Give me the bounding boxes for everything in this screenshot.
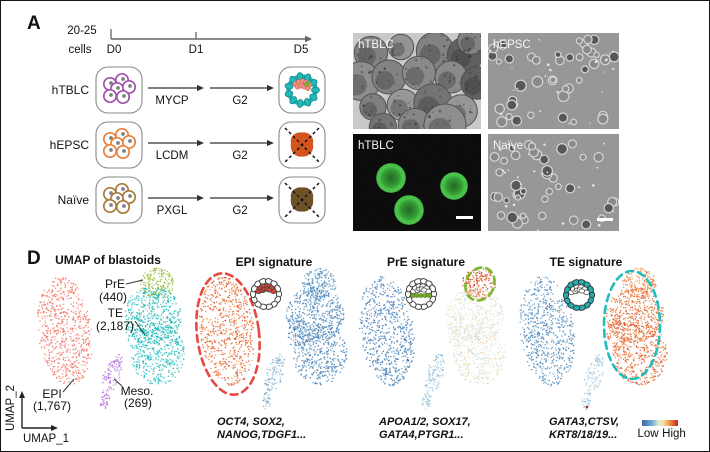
epi-genes-line2: NANOG,TDGF1... [217,429,306,441]
row-label: hEPSC [50,138,90,152]
colorbar-high-label: High [662,428,686,440]
y-axis-label: UMAP_2 [5,385,17,431]
failed-aggregate-icon [284,127,320,163]
umap-plot-clusters [37,267,186,409]
treatment-label: LCDM [156,150,189,162]
blastocyst-pre-icon [404,278,438,310]
blastocyst-epi-icon [249,278,283,310]
micrograph-hepsc-phase: hEPSC [488,33,619,129]
te-genes-line1: GATA3,CTSV, [549,416,619,428]
medium-label: G2 [232,95,247,107]
meso-cluster-count: (269) [124,396,152,410]
medium-label: G2 [232,205,247,217]
pre-genes-line2: GATA4,PTGR1... [379,429,464,441]
timepoint-d0: D0 [107,44,122,56]
umap-plot-pre-signature [358,267,507,409]
cell-count-line2: cells [68,44,91,56]
panel-d-label: D [27,248,41,269]
te-genes-line2: KRT8/18/19... [549,429,617,441]
cell-count-line1: 20-25 [67,25,96,37]
umap-title: UMAP of blastoids [55,253,161,267]
blastocyst-te-icon [562,279,596,311]
pre-cluster-count: (440) [99,290,127,304]
cell-cluster-icon [102,127,137,160]
te-cluster-count: (2,187) [96,319,134,333]
micrograph-label: hTBLC [358,140,394,152]
row-label: Naïve [58,193,90,207]
pre-highlight-ellipse [464,266,496,302]
epi-cluster-label: EPI [42,387,61,401]
micrograph-label: Naïve [493,140,523,152]
pre-cluster-label: PrE [105,277,125,291]
colorbar-low-label: Low [637,428,659,440]
blastoid-icon [284,72,320,108]
pre-signature-title: PrE signature [387,255,465,269]
timepoint-d5: D5 [294,44,309,56]
treatment-label: MYCP [155,95,189,107]
micrograph-htblc-fluorescence: hTBLC [353,134,481,231]
cell-cluster-icon [102,72,137,105]
protocol-row-hepsc: hEPSC LCDM G2 [50,121,326,169]
treatment-label: PXGL [157,205,188,217]
protocol-row-naive: Naïve PXGL G2 [58,176,326,224]
x-axis-label: UMAP_1 [23,433,69,445]
micrograph-label: hTBLC [358,39,394,51]
protocol-row-htblc: hTBLC MYCP G2 [52,66,326,114]
micrograph-label: hEPSC [493,39,531,51]
epi-cluster-count: (1,767) [33,399,71,413]
timepoint-d1: D1 [189,44,204,56]
failed-aggregate-icon [284,182,320,218]
medium-label: G2 [232,150,247,162]
panel-a-schematic: A 20-25 cells D0 D1 D5 hTBLC MYCP G2 h [27,13,326,224]
panel-d-umaps: D UMAP of blastoids EPI signature PrE si… [5,248,686,445]
scale-bar [597,218,613,221]
colorbar: Low High [637,420,686,440]
te-cluster-label: TE [108,306,123,320]
te-highlight-ellipse [602,269,662,381]
micrograph-htblc-brightfield: hTBLC [353,33,481,129]
scale-bar [456,216,473,219]
epi-signature-title: EPI signature [236,255,313,269]
pre-genes-line1: APOA1/2, SOX17, [378,416,471,428]
umap-plot-epi-signature [198,267,348,410]
epi-highlight-ellipse [195,272,261,396]
timeline-arrowhead-icon [305,35,312,43]
umap-plot-te-signature [519,267,668,411]
timeline: 20-25 cells D0 D1 D5 [67,25,312,56]
colorbar-gradient [642,420,678,426]
umap-axes: UMAP_2 UMAP_1 [5,385,69,445]
micrograph-naive-phase: Naïve [488,134,619,231]
cluster-annotations: PrE (440) TE (2,187) EPI (1,767) Meso. (… [33,277,153,413]
epi-genes-line1: OCT4, SOX2, [217,416,285,428]
te-signature-title: TE signature [550,255,623,269]
meso-cluster-label: Meso. [121,384,154,398]
cell-cluster-icon [102,182,137,215]
panel-a-label: A [27,13,41,34]
row-label: hTBLC [52,83,90,97]
